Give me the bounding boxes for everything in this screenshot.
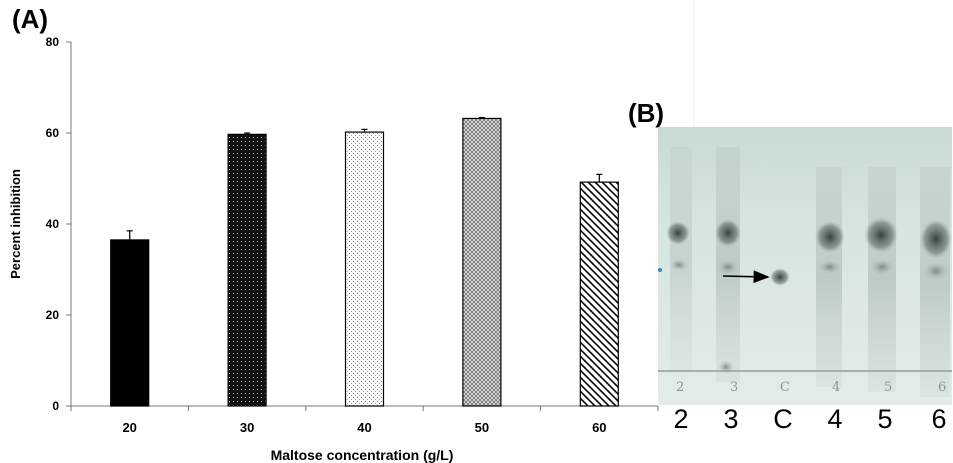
- x-tick-label: 50: [475, 420, 489, 435]
- lane-label-3: 3: [723, 404, 739, 434]
- pencil-mark-lane-3: 3: [730, 380, 738, 395]
- x-tick-label: 20: [122, 420, 136, 435]
- pencil-mark-lane-6: 6: [938, 380, 946, 395]
- pencil-mark-lane-4: 4: [832, 380, 840, 395]
- y-tick-label: 20: [46, 308, 60, 322]
- bar-60: [579, 181, 619, 407]
- bar-20: [110, 239, 150, 407]
- lane-label-5: 5: [877, 404, 893, 434]
- panel-b-label: (B): [628, 98, 665, 128]
- bar-50: [462, 117, 502, 407]
- lane-label-6: 6: [931, 404, 947, 434]
- lane-label-2: 2: [673, 404, 689, 434]
- y-tick-label: 80: [46, 35, 60, 49]
- tlc-plate-image: 2 3 C 4 5 6: [658, 127, 952, 405]
- tlc-plate-drawing: 2 3 C 4 5 6: [658, 147, 952, 397]
- y-tick-label: 0: [52, 399, 59, 413]
- lane-label-4: 4: [827, 404, 843, 434]
- x-tick-label: 40: [357, 420, 371, 435]
- pencil-mark-lane-5: 5: [884, 380, 892, 395]
- x-axis-title: Maltose concentration (g/L): [271, 447, 454, 463]
- y-tick-label: 40: [46, 217, 60, 231]
- annotation-arrow: [722, 270, 770, 284]
- bar-40: [344, 131, 385, 407]
- lane-label-c: C: [773, 404, 793, 434]
- panel-a-label: (A): [12, 4, 49, 34]
- pencil-mark-lane-2: 2: [676, 380, 684, 395]
- y-axis-title: Percent inhibition: [8, 169, 23, 279]
- bar-30: [227, 133, 267, 407]
- pencil-mark-lane-c: C: [780, 380, 790, 395]
- x-tick-label: 30: [240, 420, 254, 435]
- x-tick-label: 60: [592, 420, 606, 435]
- y-tick-label: 60: [46, 126, 60, 140]
